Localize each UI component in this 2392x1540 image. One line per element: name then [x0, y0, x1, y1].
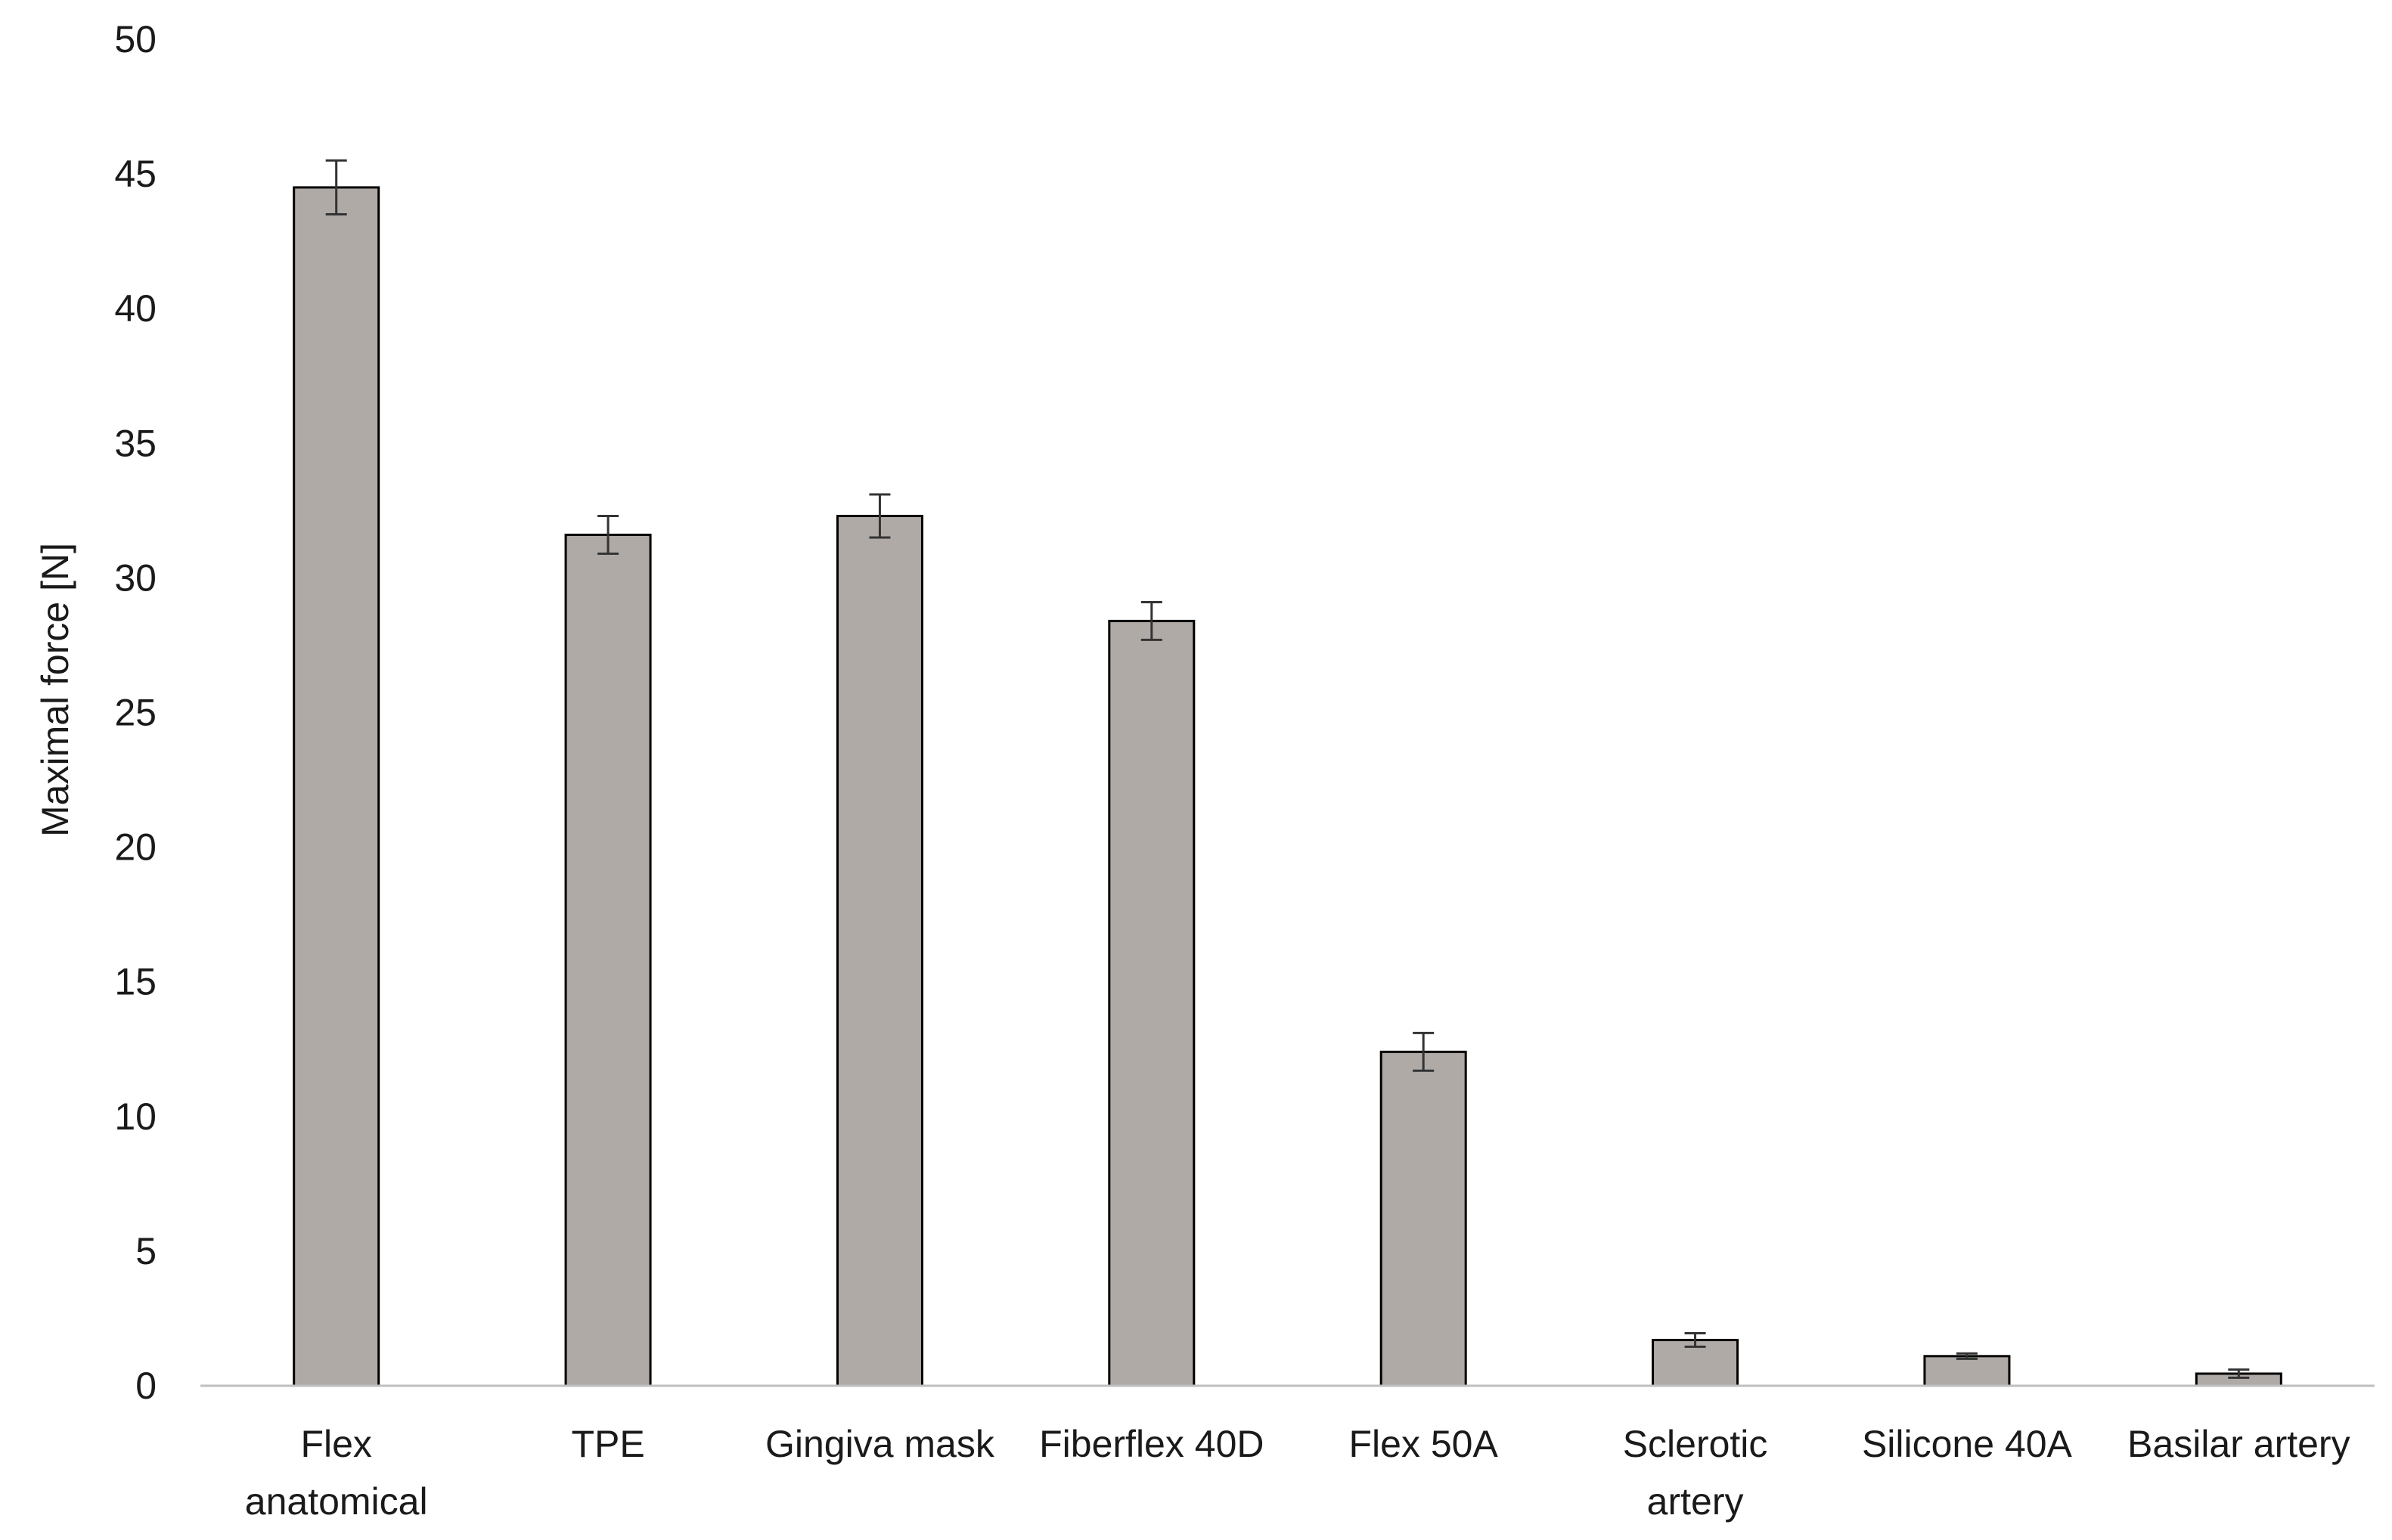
- y-tick-label: 30: [114, 556, 157, 599]
- x-category-label-line: Basilar artery: [2127, 1423, 2350, 1465]
- bar: [564, 533, 652, 1387]
- x-category-label-line: anatomical: [245, 1480, 428, 1523]
- x-category-label-line: TPE: [571, 1423, 644, 1465]
- x-category-label: Gingiva mask: [765, 1423, 995, 1465]
- x-category-label: TPE: [571, 1423, 644, 1465]
- error-bars-group: [325, 159, 2250, 1379]
- y-tick-label: 5: [135, 1230, 157, 1272]
- y-tick-label: 0: [135, 1365, 157, 1407]
- y-tick-label: 35: [114, 422, 157, 464]
- y-tick-label: 50: [114, 18, 157, 60]
- x-category-label-line: artery: [1647, 1480, 1744, 1523]
- bar: [836, 514, 923, 1387]
- error-bar: [1684, 1332, 1706, 1348]
- error-bar: [1956, 1352, 1978, 1360]
- x-category-label-line: Flex: [300, 1423, 371, 1465]
- y-axis-title-group: Maximal force [N]: [34, 543, 76, 837]
- y-tick-label: 20: [114, 826, 157, 869]
- bar: [1108, 619, 1196, 1387]
- x-category-label-line: Fiberflex 40D: [1039, 1423, 1264, 1465]
- x-category-label: Basilar artery: [2127, 1423, 2350, 1465]
- bar: [293, 186, 380, 1387]
- x-category-label-line: Gingiva mask: [765, 1423, 995, 1465]
- bar: [1923, 1355, 2011, 1387]
- x-category-label: Silicone 40A: [1862, 1423, 2073, 1465]
- x-category-label: Sclerotic artery: [1623, 1423, 1768, 1523]
- y-tick-label: 10: [114, 1095, 157, 1138]
- x-category-label-line: Flex 50A: [1349, 1423, 1499, 1465]
- x-axis-labels: Flex anatomical TPE Gingiva mask Fiberflex 4…: [245, 1423, 2350, 1523]
- x-category-label: Flex anatomical: [245, 1423, 428, 1523]
- x-category-label: Fiberflex 40D: [1039, 1423, 1264, 1465]
- y-axis-ticks: 0 5 10 15 20 25 30 35 40 45 50: [114, 18, 157, 1407]
- y-tick-label: 45: [114, 153, 157, 195]
- error-bar: [2228, 1368, 2250, 1379]
- bar: [1379, 1050, 1467, 1387]
- x-category-label: Flex 50A: [1349, 1423, 1499, 1465]
- y-axis-title: Maximal force [N]: [34, 543, 76, 837]
- error-bar: [1140, 600, 1162, 641]
- error-bar: [1413, 1031, 1435, 1072]
- bars-group: [293, 186, 2282, 1387]
- error-bar: [869, 493, 891, 539]
- error-bar: [597, 514, 619, 555]
- y-tick-label: 25: [114, 692, 157, 734]
- y-tick-label: 15: [114, 961, 157, 1003]
- x-category-label-line: Sclerotic: [1623, 1423, 1768, 1465]
- y-tick-label: 40: [114, 287, 157, 330]
- error-bar: [325, 159, 347, 216]
- x-category-label-line: Silicone 40A: [1862, 1423, 2073, 1465]
